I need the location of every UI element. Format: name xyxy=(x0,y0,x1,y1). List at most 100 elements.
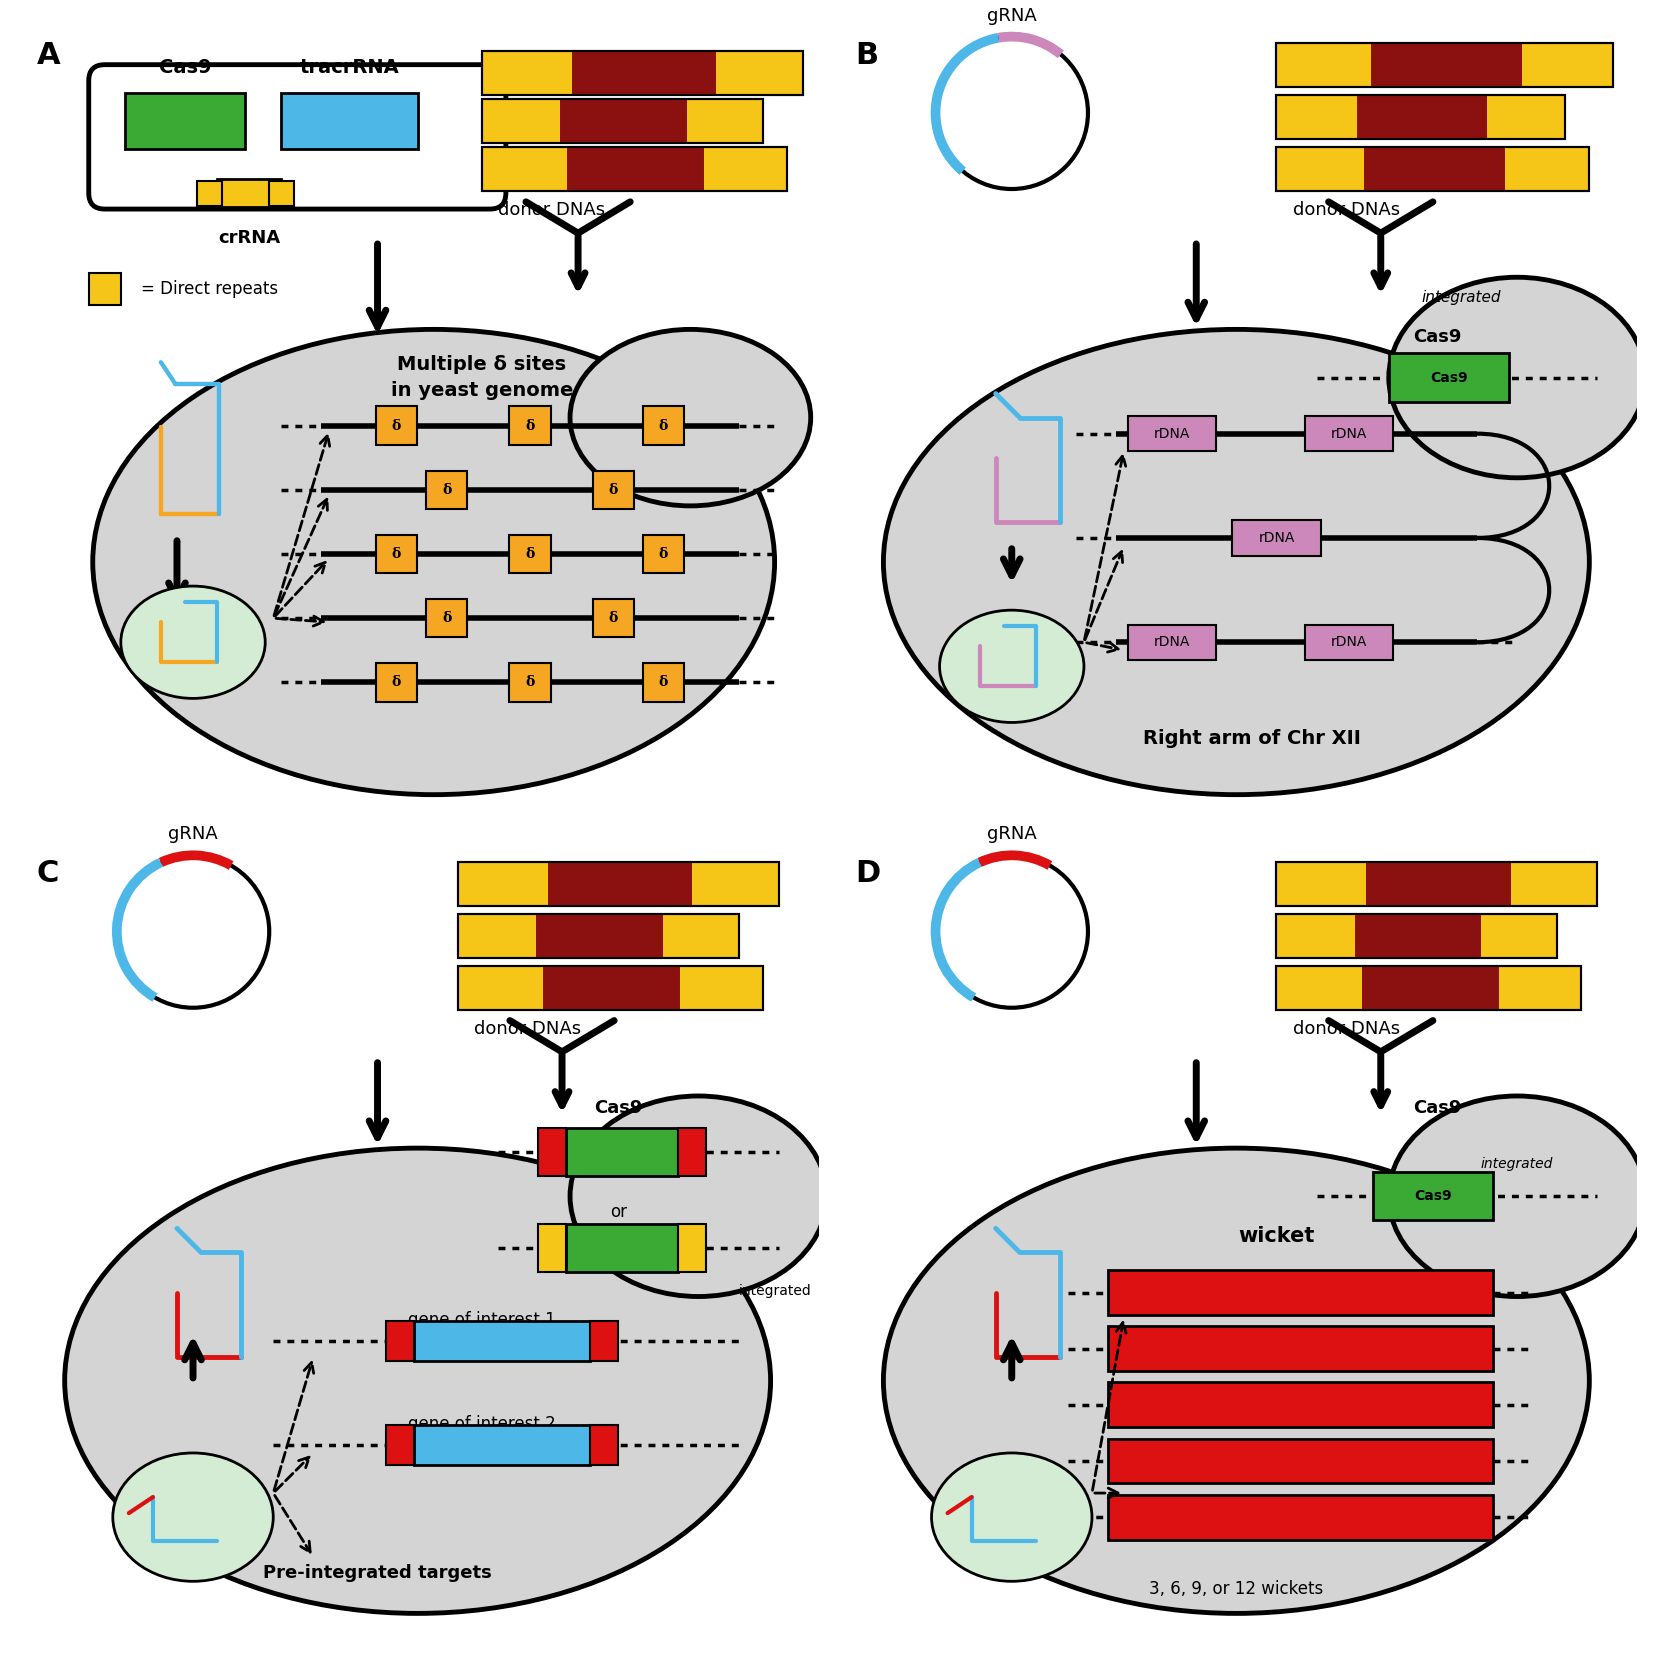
Text: Cas9: Cas9 xyxy=(1431,370,1467,384)
Text: 3, 6, 9, or 12 wickets: 3, 6, 9, or 12 wickets xyxy=(1150,1580,1323,1598)
Ellipse shape xyxy=(1389,278,1646,478)
Text: gRNA: gRNA xyxy=(987,825,1037,844)
Bar xyxy=(678,1224,706,1272)
Text: tracrRNA: tracrRNA xyxy=(299,58,399,76)
Bar xyxy=(375,407,417,445)
Text: A: A xyxy=(36,41,60,69)
Text: gene of interest 2: gene of interest 2 xyxy=(409,1414,556,1432)
Bar xyxy=(592,599,633,637)
Bar xyxy=(124,93,245,149)
Text: δ: δ xyxy=(392,418,400,433)
Bar xyxy=(481,51,802,96)
Text: Cas9: Cas9 xyxy=(1414,1189,1452,1202)
Bar xyxy=(481,147,787,192)
Bar xyxy=(1305,417,1393,452)
Bar xyxy=(1371,43,1522,88)
Text: δ: δ xyxy=(658,547,668,561)
Ellipse shape xyxy=(93,329,774,794)
Bar xyxy=(678,1128,706,1176)
Bar xyxy=(642,534,685,574)
Text: δ: δ xyxy=(442,483,452,496)
Bar xyxy=(458,862,779,906)
Text: B: B xyxy=(855,41,878,69)
Bar xyxy=(543,966,680,1011)
Bar xyxy=(414,1424,590,1465)
Text: δ: δ xyxy=(526,547,534,561)
Text: δ: δ xyxy=(609,612,619,625)
Text: or: or xyxy=(610,1204,627,1221)
Bar xyxy=(1108,1327,1494,1371)
Bar xyxy=(481,147,787,192)
Bar xyxy=(566,1224,678,1272)
Text: rDNA: rDNA xyxy=(1330,635,1366,650)
Bar xyxy=(642,407,685,445)
Text: Right arm of Chr XII: Right arm of Chr XII xyxy=(1143,729,1361,748)
Bar xyxy=(1355,915,1482,958)
Ellipse shape xyxy=(112,1452,273,1581)
Text: gene of interest 1: gene of interest 1 xyxy=(409,1310,556,1328)
Bar xyxy=(1277,966,1581,1011)
Bar xyxy=(561,99,686,144)
Bar xyxy=(1373,1173,1494,1221)
Text: rDNA: rDNA xyxy=(1154,635,1191,650)
Circle shape xyxy=(117,855,270,1007)
Bar xyxy=(509,534,551,574)
Bar xyxy=(1277,96,1565,139)
Text: = Direct repeats: = Direct repeats xyxy=(141,280,278,298)
Bar xyxy=(1108,1439,1494,1484)
Bar xyxy=(1232,521,1320,556)
Text: Multiple δ sites
in yeast genome: Multiple δ sites in yeast genome xyxy=(390,354,572,400)
Bar xyxy=(375,663,417,701)
Bar xyxy=(1128,625,1216,660)
Text: rDNA: rDNA xyxy=(1330,427,1366,440)
Bar xyxy=(481,99,762,144)
Bar xyxy=(414,1320,590,1361)
Text: Pre-integrated targets: Pre-integrated targets xyxy=(263,1565,491,1583)
Bar xyxy=(1108,1383,1494,1427)
Ellipse shape xyxy=(883,329,1589,794)
Ellipse shape xyxy=(883,1148,1589,1613)
Text: Cas9: Cas9 xyxy=(594,1098,642,1116)
Bar xyxy=(1305,625,1393,660)
Text: δ: δ xyxy=(658,418,668,433)
Text: donor DNAs: donor DNAs xyxy=(498,202,605,218)
Bar xyxy=(1108,1495,1494,1540)
Bar xyxy=(281,93,417,149)
Bar xyxy=(458,966,762,1011)
Text: δ: δ xyxy=(658,675,668,690)
Bar xyxy=(1277,862,1598,906)
Text: D: D xyxy=(855,860,880,888)
Bar xyxy=(1366,862,1510,906)
Bar xyxy=(458,915,738,958)
Circle shape xyxy=(936,855,1088,1007)
Bar xyxy=(1389,354,1508,402)
Text: δ: δ xyxy=(392,547,400,561)
Bar xyxy=(566,1128,678,1176)
Bar xyxy=(642,663,685,701)
Ellipse shape xyxy=(571,329,810,506)
Ellipse shape xyxy=(121,586,265,698)
Bar xyxy=(1277,147,1589,192)
Bar xyxy=(1277,147,1589,192)
Ellipse shape xyxy=(1389,1097,1646,1297)
Text: Cas9: Cas9 xyxy=(159,58,212,76)
Bar xyxy=(1277,915,1556,958)
Text: δ: δ xyxy=(392,675,400,690)
Bar xyxy=(1277,862,1598,906)
Ellipse shape xyxy=(939,610,1083,723)
Bar xyxy=(536,915,663,958)
Text: gRNA: gRNA xyxy=(987,7,1037,25)
Bar xyxy=(1358,96,1487,139)
Bar xyxy=(481,99,762,144)
Text: δ: δ xyxy=(526,418,534,433)
Bar xyxy=(572,51,716,96)
Text: gRNA: gRNA xyxy=(169,825,218,844)
Bar xyxy=(1128,417,1216,452)
Bar xyxy=(592,471,633,509)
Bar xyxy=(547,862,691,906)
Text: rDNA: rDNA xyxy=(1154,427,1191,440)
Bar xyxy=(1108,1270,1494,1315)
Text: wicket: wicket xyxy=(1239,1226,1315,1247)
Bar xyxy=(458,862,779,906)
Ellipse shape xyxy=(571,1097,827,1297)
